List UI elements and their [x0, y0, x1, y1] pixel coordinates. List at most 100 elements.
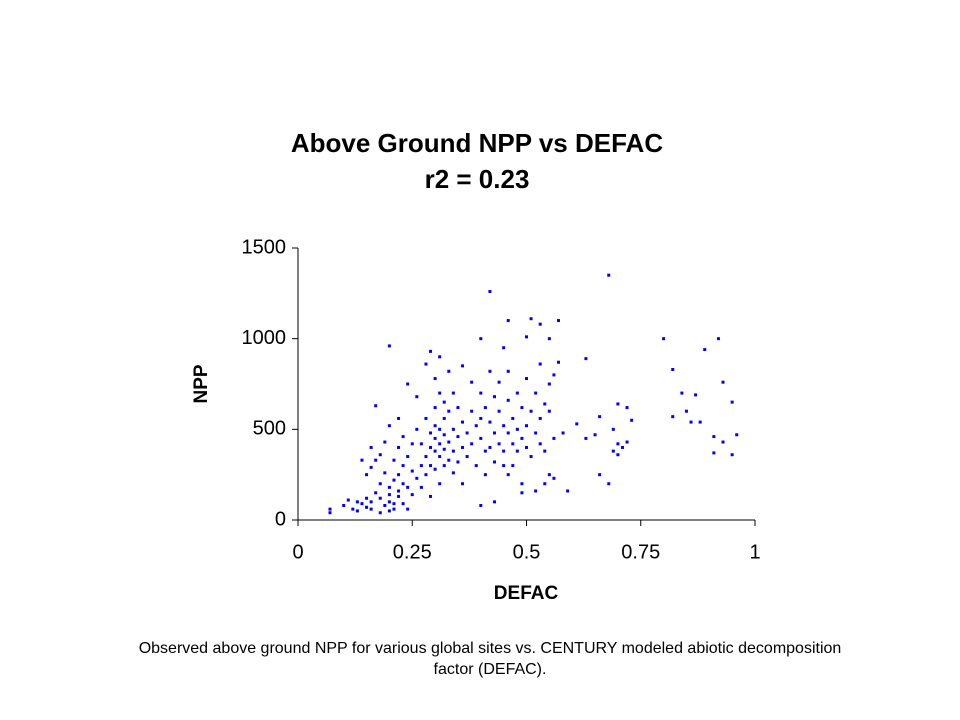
point: [374, 404, 378, 408]
point: [735, 433, 739, 437]
point: [497, 380, 501, 384]
point: [515, 449, 519, 453]
point: [397, 473, 401, 477]
point: [438, 455, 442, 459]
point: [566, 489, 570, 493]
point: [424, 362, 428, 366]
point: [502, 424, 506, 428]
point: [461, 420, 465, 424]
point: [429, 349, 433, 353]
point: [429, 445, 433, 449]
point: [392, 478, 396, 482]
point: [616, 453, 620, 457]
point: [415, 476, 419, 480]
point: [488, 369, 492, 373]
point: [429, 464, 433, 468]
point: [406, 485, 410, 489]
point: [556, 319, 560, 323]
point: [575, 422, 579, 426]
point: [442, 416, 446, 420]
point: [520, 406, 524, 410]
point: [429, 494, 433, 498]
point: [520, 436, 524, 440]
point: [438, 355, 442, 359]
point: [616, 402, 620, 406]
point: [369, 465, 373, 469]
point: [424, 455, 428, 459]
point: [474, 424, 478, 428]
point: [401, 464, 405, 468]
chart-subtitle: r2 = 0.23: [425, 164, 530, 194]
point: [387, 424, 391, 428]
point: [387, 344, 391, 348]
point: [698, 420, 702, 424]
point: [534, 391, 538, 395]
point: [383, 503, 387, 507]
point: [525, 424, 528, 428]
point: [410, 442, 414, 446]
point: [397, 445, 401, 449]
point: [547, 409, 551, 413]
x-tick-label: 0.5: [513, 541, 541, 563]
point: [730, 453, 734, 457]
point: [447, 369, 451, 373]
point: [365, 473, 369, 477]
point: [387, 485, 391, 489]
point: [525, 335, 528, 339]
point: [506, 398, 510, 402]
point: [543, 482, 547, 486]
point: [493, 431, 497, 435]
point: [447, 440, 451, 444]
point: [730, 400, 734, 404]
point: [611, 427, 615, 431]
point: [465, 455, 469, 459]
point: [620, 445, 624, 449]
point: [488, 445, 492, 449]
y-tick-label: 500: [253, 418, 286, 440]
point: [438, 482, 442, 486]
point: [534, 431, 538, 435]
point: [378, 496, 382, 500]
point: [716, 337, 720, 341]
point: [671, 367, 675, 371]
point: [419, 464, 423, 468]
point: [561, 431, 565, 435]
point: [552, 476, 556, 480]
point: [593, 433, 597, 437]
point: [383, 440, 387, 444]
point: [712, 435, 716, 439]
point: [684, 409, 688, 413]
x-tick-label: 0: [292, 541, 303, 563]
point: [383, 471, 387, 475]
point: [483, 449, 487, 453]
point: [616, 442, 620, 446]
point: [584, 357, 588, 361]
point: [556, 360, 560, 364]
point: [506, 319, 510, 323]
point: [355, 500, 359, 504]
point: [397, 416, 401, 420]
x-tick-label: 0.25: [393, 541, 432, 563]
point: [351, 507, 355, 511]
point: [538, 442, 542, 446]
point: [387, 493, 391, 497]
point: [461, 482, 465, 486]
point: [360, 502, 364, 506]
point: [493, 460, 497, 464]
point: [415, 427, 419, 431]
point: [502, 449, 506, 453]
point: [328, 507, 332, 511]
point: [392, 507, 396, 511]
point: [378, 482, 382, 486]
point: [433, 467, 437, 471]
point: [392, 502, 396, 506]
point: [438, 427, 442, 431]
point: [401, 502, 405, 506]
x-axis-label: DEFAC: [494, 583, 559, 604]
y-tick-label: 1500: [242, 236, 287, 258]
point: [662, 337, 666, 341]
point: [680, 391, 684, 395]
point: [525, 445, 528, 449]
point: [552, 436, 556, 440]
